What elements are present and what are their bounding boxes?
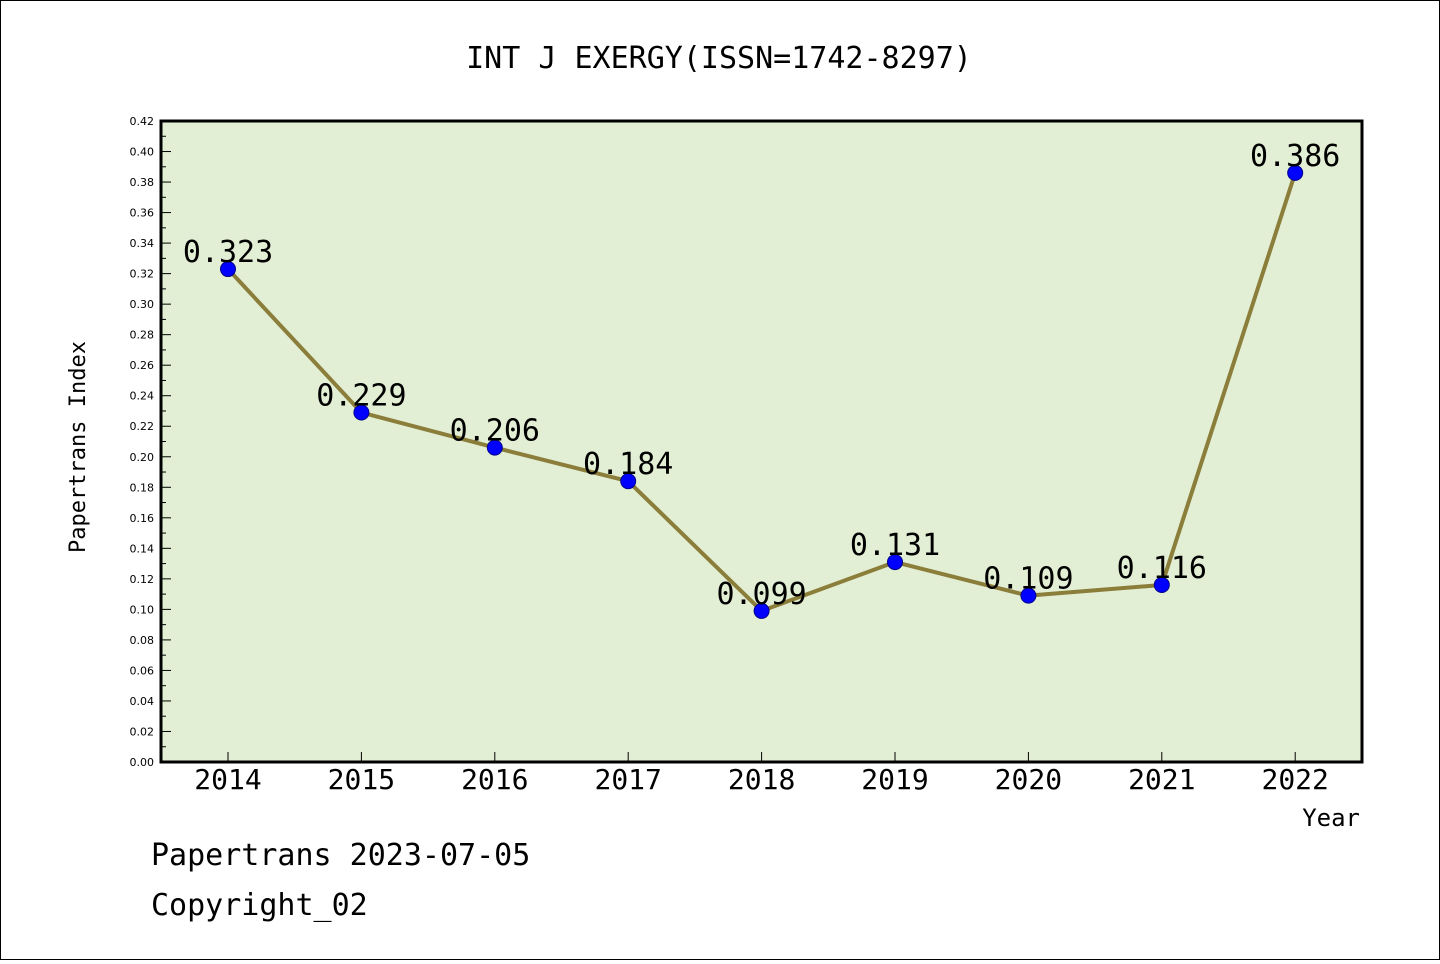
x-tick-label: 2017 (594, 763, 661, 796)
data-point (1153, 576, 1170, 593)
x-tick-label: 2022 (1261, 763, 1328, 796)
x-tick-label: 2014 (194, 763, 261, 796)
data-label: 0.323 (183, 235, 273, 270)
chart-title: INT J EXERGY(ISSN=1742-8297) (466, 41, 972, 76)
data-label: 0.109 (983, 562, 1073, 597)
data-label: 0.099 (716, 577, 806, 612)
plot-border (159, 119, 1364, 764)
data-point (353, 404, 370, 421)
y-tick-label: 0.24 (130, 390, 155, 403)
y-tick-label: 0.00 (130, 756, 155, 769)
plot-area (161, 121, 1362, 762)
footer-copyright: Copyright_02 (151, 888, 368, 923)
y-tick-label: 0.16 (130, 512, 155, 525)
footer-date: Papertrans 2023-07-05 (151, 838, 530, 873)
data-point (753, 602, 770, 619)
data-label: 0.386 (1250, 139, 1340, 174)
data-label: 0.184 (583, 447, 673, 482)
y-tick-label: 0.02 (130, 725, 155, 738)
y-tick-label: 0.40 (130, 146, 155, 159)
x-tick-label: 2015 (328, 763, 395, 796)
y-tick-label: 0.10 (130, 603, 155, 616)
y-tick-label: 0.14 (130, 542, 155, 555)
y-axis-label: Papertrans Index (66, 341, 91, 553)
y-tick-label: 0.06 (130, 664, 155, 677)
y-tick-label: 0.42 (130, 115, 155, 128)
x-tick-label: 2020 (995, 763, 1062, 796)
y-tick-label: 0.12 (130, 573, 155, 586)
y-tick-label: 0.18 (130, 481, 155, 494)
data-label: 0.229 (316, 379, 406, 414)
x-axis-label: Year (1302, 804, 1360, 832)
data-point (220, 261, 236, 278)
x-tick-label: 2021 (1128, 763, 1195, 796)
x-tick-label: 2016 (461, 763, 528, 796)
y-tick-label: 0.32 (130, 268, 155, 281)
y-tick-label: 0.30 (130, 298, 155, 311)
y-tick-label: 0.20 (130, 451, 155, 464)
x-tick-label: 2019 (861, 763, 928, 796)
y-tick-label: 0.38 (130, 176, 155, 189)
x-tick-label: 2018 (728, 763, 795, 796)
y-tick-label: 0.36 (130, 207, 155, 220)
y-tick-label: 0.34 (130, 237, 155, 250)
data-point (620, 473, 637, 490)
data-point (887, 554, 903, 571)
data-point (486, 439, 503, 456)
data-label: 0.131 (850, 528, 940, 563)
y-tick-label: 0.04 (130, 695, 155, 708)
y-tick-label: 0.22 (130, 420, 155, 433)
y-tick-label: 0.28 (130, 329, 155, 342)
data-point (1287, 164, 1304, 181)
data-point (1020, 587, 1037, 604)
y-tick-label: 0.08 (130, 634, 155, 647)
data-label: 0.206 (450, 414, 540, 449)
data-label: 0.116 (1117, 551, 1207, 586)
y-tick-label: 0.26 (130, 359, 155, 372)
